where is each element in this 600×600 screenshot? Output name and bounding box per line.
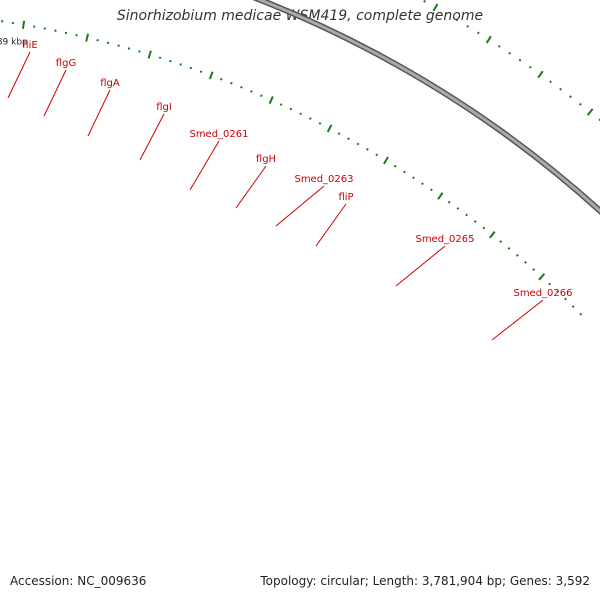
scale-tick — [117, 44, 120, 47]
gene-callout-line — [189, 140, 220, 191]
outer-tick — [537, 70, 544, 79]
scale-tick — [240, 85, 243, 89]
outer-tick — [497, 44, 501, 48]
scale-tick — [299, 112, 302, 116]
outer-tick — [559, 87, 562, 91]
outer-tick — [455, 18, 459, 22]
scale-tick — [524, 261, 527, 264]
scale-tick — [208, 71, 214, 80]
scale-tick — [488, 231, 496, 239]
gene-label-Smed_0266[interactable]: Smed_0266 — [513, 288, 572, 299]
outer-tick — [578, 102, 582, 106]
gene-label-flgG[interactable]: flgG — [56, 58, 76, 69]
gene-callout-line — [395, 245, 446, 287]
gene-label-flgA[interactable]: flgA — [100, 78, 120, 89]
gene-callout-line — [491, 299, 544, 341]
gene-callout-line — [43, 69, 67, 117]
outer-tick — [476, 31, 480, 35]
scale-tick — [402, 170, 406, 174]
gene-callout-line — [139, 113, 165, 161]
scale-tick — [499, 240, 503, 243]
scale-tick — [21, 20, 26, 29]
scale-tick — [447, 200, 451, 204]
outer-tick — [485, 35, 492, 44]
scale-tick — [421, 182, 424, 186]
outer-tick — [569, 95, 572, 99]
scale-tick — [383, 156, 389, 165]
scale-tick — [85, 33, 90, 42]
scale-tick — [318, 122, 322, 125]
scale-tick — [127, 47, 131, 50]
scale-tick — [356, 142, 360, 146]
scale-tick — [326, 124, 333, 133]
scale-tick — [482, 226, 486, 230]
scale-tick — [289, 107, 293, 111]
scale-tick — [179, 63, 182, 66]
gene-callout-line — [7, 51, 31, 99]
genome-backbone — [251, 0, 600, 215]
scale-tick — [199, 70, 203, 73]
scale-tick — [147, 50, 152, 59]
gene-callout-line — [87, 89, 111, 137]
gene-callout-line — [315, 203, 347, 247]
scale-tick — [456, 207, 460, 210]
scale-tick — [538, 273, 546, 281]
genome-summary-text: Topology: circular; Length: 3,781,904 bp… — [260, 574, 590, 588]
scale-tick — [220, 77, 223, 81]
accession-text: Accession: NC_009636 — [10, 574, 147, 588]
gene-label-flgH[interactable]: flgH — [256, 154, 276, 165]
scale-tick — [279, 103, 283, 106]
scale-tick — [437, 192, 444, 200]
outer-tick — [549, 80, 552, 84]
scale-tick — [465, 213, 468, 217]
gene-label-fliP[interactable]: fliP — [338, 192, 353, 203]
scale-tick — [189, 66, 193, 70]
scale-tick — [250, 90, 253, 93]
scale-tick — [158, 56, 162, 60]
scale-tick — [412, 176, 415, 180]
gene-callout-line — [235, 165, 267, 209]
gene-label-fliE[interactable]: fliE — [22, 40, 37, 51]
scale-tick — [430, 188, 433, 192]
scale-tick — [308, 117, 312, 120]
scale-tick — [473, 220, 477, 223]
gene-label-Smed_0265[interactable]: Smed_0265 — [415, 234, 474, 245]
outer-tick — [466, 25, 470, 28]
gene-label-Smed_0263[interactable]: Smed_0263 — [294, 174, 353, 185]
scale-tick — [366, 148, 369, 151]
gene-callout-line — [275, 185, 325, 227]
scale-tick — [106, 41, 110, 45]
genome-backbone-highlight — [256, 0, 600, 213]
outer-tick — [518, 58, 522, 62]
scale-tick — [507, 247, 511, 250]
gene-label-flgI[interactable]: flgI — [156, 102, 172, 113]
scale-tick — [230, 81, 233, 85]
scale-tick — [375, 153, 379, 157]
scale-tick — [169, 59, 172, 63]
scale-tick — [571, 305, 575, 308]
scale-tick — [260, 94, 263, 98]
scale-tick — [268, 96, 274, 105]
scale-tick — [393, 164, 397, 168]
outer-tick — [586, 108, 594, 116]
scale-tick — [337, 132, 341, 135]
outer-tick — [508, 51, 512, 55]
scale-tick — [515, 253, 519, 257]
outer-tick — [528, 65, 532, 69]
scale-tick — [138, 50, 141, 53]
scale-tick — [347, 137, 350, 141]
scale-tick — [532, 268, 536, 272]
outer-tick — [423, 0, 426, 3]
scale-tick — [556, 290, 559, 293]
scale-tick — [579, 312, 583, 316]
scale-label: 289 kbp — [0, 38, 28, 48]
scale-tick — [563, 297, 567, 301]
scale-tick — [548, 282, 552, 286]
gene-label-Smed_0261[interactable]: Smed_0261 — [189, 129, 248, 140]
outer-tick — [444, 12, 448, 15]
outer-tick — [432, 3, 439, 12]
